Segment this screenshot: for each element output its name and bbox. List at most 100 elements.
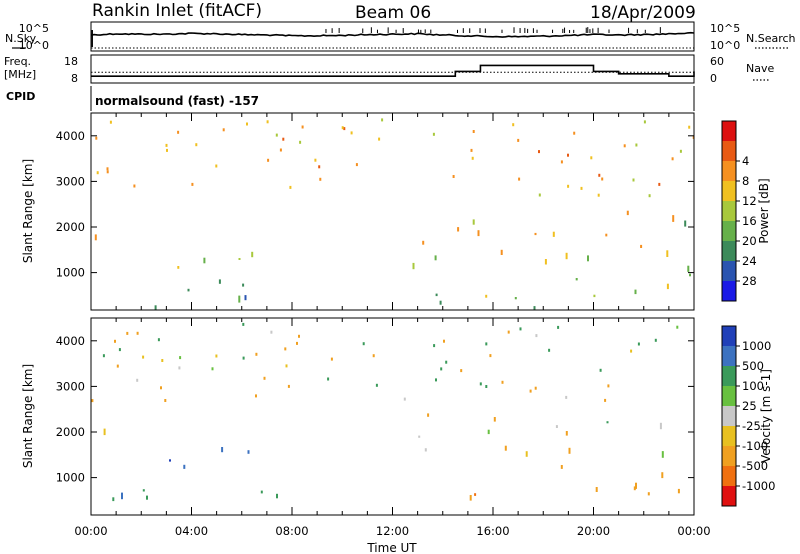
- data-cell: [118, 348, 121, 352]
- data-cell: [183, 464, 186, 469]
- data-cell: [654, 338, 657, 342]
- data-cell: [512, 123, 515, 127]
- data-cell: [659, 422, 662, 430]
- data-cell: [598, 173, 601, 177]
- data-cell: [177, 266, 180, 269]
- nave-right-tick-top: 60: [710, 55, 724, 68]
- data-cell: [289, 185, 292, 189]
- data-cell: [341, 126, 344, 130]
- data-cell: [275, 133, 278, 137]
- data-cell: [95, 136, 98, 140]
- data-cell: [452, 175, 455, 178]
- data-cell: [267, 158, 270, 162]
- data-cell: [238, 258, 241, 260]
- data-cell: [221, 447, 224, 453]
- colorbar-frame: [721, 325, 737, 507]
- data-cell: [504, 445, 507, 451]
- data-cell: [666, 283, 669, 290]
- power-axes: 1000 2000 3000 4000: [56, 113, 695, 310]
- data-cell: [434, 255, 437, 261]
- data-cell: [114, 339, 116, 343]
- data-cell: [470, 148, 473, 152]
- nave-right-tick-bottom: 0: [710, 72, 717, 85]
- data-cell: [266, 120, 269, 124]
- colorbar-segment: [722, 386, 736, 407]
- data-cell: [560, 160, 563, 164]
- data-cell: [460, 369, 463, 373]
- colorbar-tick-label: 8: [742, 174, 749, 188]
- velocity-frame: [90, 317, 695, 516]
- data-cell: [160, 386, 162, 390]
- freq-label: Freq.: [4, 55, 31, 68]
- data-cell: [692, 135, 694, 139]
- data-cell: [284, 347, 287, 351]
- data-cell: [552, 231, 555, 237]
- data-cell: [677, 488, 680, 494]
- data-cell: [154, 305, 157, 310]
- data-cell: [218, 279, 221, 284]
- power-colorbar-label: Power [dB]: [757, 178, 771, 243]
- data-cell: [161, 359, 164, 362]
- data-cell: [381, 118, 384, 122]
- data-cell: [472, 130, 475, 133]
- data-cell: [242, 283, 245, 287]
- data-cell: [485, 294, 488, 298]
- colorbar-segment: [722, 181, 736, 202]
- data-cell: [362, 342, 365, 346]
- data-cell: [435, 293, 438, 297]
- data-cell: [355, 163, 358, 167]
- data-cell: [525, 451, 528, 457]
- data-cell: [635, 482, 637, 489]
- data-cell: [439, 300, 442, 305]
- data-cell: [626, 210, 629, 216]
- cpid-label: CPID: [6, 90, 35, 103]
- data-cell: [330, 357, 333, 361]
- data-cell: [519, 327, 522, 331]
- velocity-ylabel: Slant Range [km]: [21, 364, 35, 468]
- data-cell: [178, 366, 181, 370]
- data-cell: [255, 352, 258, 356]
- data-cell: [661, 472, 664, 479]
- data-cell: [534, 386, 537, 390]
- data-cell: [94, 234, 97, 241]
- freq-unit-label: [MHz]: [4, 68, 36, 81]
- data-cell: [555, 425, 558, 428]
- data-cell: [507, 330, 510, 334]
- data-cell: [544, 259, 547, 265]
- data-cell: [565, 252, 568, 260]
- colorbar-segment: [722, 426, 736, 447]
- data-cell: [191, 182, 194, 186]
- colorbar-segment: [722, 326, 736, 347]
- data-cell: [605, 233, 608, 237]
- data-cell: [142, 355, 145, 359]
- data-cell: [106, 170, 109, 174]
- data-cell: [474, 493, 477, 496]
- colorbar-segment: [722, 406, 736, 427]
- data-cell: [633, 486, 636, 491]
- power-frame: [90, 112, 695, 311]
- colorbar-tick-label: 25: [742, 399, 757, 413]
- colorbar-tick-label: 24: [742, 254, 757, 268]
- data-cell: [276, 493, 278, 499]
- ytick-label: 2000: [56, 425, 85, 439]
- data-cell: [672, 215, 675, 222]
- velocity-axes: 1000 2000 3000 4000 00:00 04:00 08:00 12:00 16:0…: [56, 318, 711, 538]
- data-cell: [472, 219, 475, 225]
- data-cell: [142, 489, 145, 492]
- data-cell: [136, 378, 139, 382]
- data-cell: [422, 240, 425, 245]
- data-cell: [299, 140, 302, 144]
- data-cell: [640, 244, 643, 248]
- data-cell: [255, 394, 257, 398]
- data-cell: [247, 450, 250, 454]
- ytick-label: 3000: [56, 379, 85, 393]
- beam-title: Beam 06: [355, 3, 431, 23]
- data-cell: [688, 125, 691, 129]
- data-cell: [595, 487, 598, 492]
- power-panel: 1000 2000 3000 4000 Slant Range [km] 28 24 20…: [21, 112, 771, 311]
- data-cell: [375, 383, 378, 387]
- data-cell: [687, 265, 690, 272]
- data-cell: [590, 156, 593, 160]
- xtick-label: 12:00: [376, 524, 409, 538]
